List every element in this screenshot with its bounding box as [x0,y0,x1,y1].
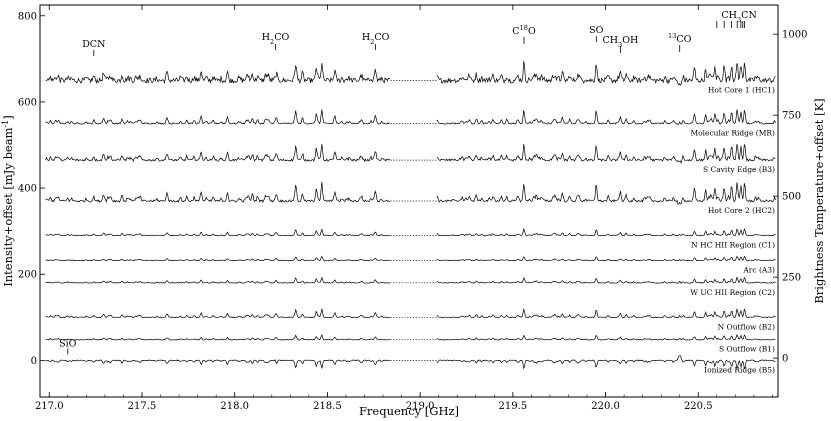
series-label: Hot Core 1 (HC1) [708,85,775,94]
series-line [45,276,391,284]
series-line [436,61,776,86]
series-label: Arc (A3) [742,265,775,274]
line-annotation: SO [589,25,604,36]
series-group: Ionized Ridge (B5) [45,355,776,374]
y-tick-label: 800 [18,11,37,22]
series-line [436,276,776,285]
plot-frame [39,4,779,398]
series-group: Molecular Ridge (MR) [45,109,776,138]
y2-tick-label: 1000 [782,30,807,41]
series-line [45,308,391,319]
series-line [436,227,776,237]
y-axis-title: Intensity+offset [mJy beam-1] [1,115,16,287]
series-line [436,355,776,370]
series-label: Hot Core 2 (HC2) [708,206,775,215]
series-line [436,255,776,262]
series-layer: Hot Core 1 (HC1) Molecular Ridge (MR) S Ca… [45,61,776,374]
y2-tick-label: 750 [782,111,801,122]
series-group: Hot Core 1 (HC1) [45,61,776,94]
x-tick-label: 217.5 [128,401,157,412]
x-tick-label: 218.5 [313,401,342,412]
x-axis-title: Frequency [GHz] [359,404,459,418]
y2-tick-label: 250 [782,273,801,284]
line-annotation: CH3OH [602,35,638,49]
line-annotation: DCN [82,39,105,50]
y-tick-label: 200 [18,270,37,281]
series-line [45,109,391,125]
series-line [436,182,776,205]
series-line [45,62,391,85]
series-line [436,307,776,319]
series-group: N HC HII Region (C1) [45,227,776,250]
series-group: S Cavity Edge (B3) [45,143,776,174]
y-axis-right-title: Brightness Temperature+offset [K] [812,98,826,303]
series-label: W UC HII Region (C2) [690,288,775,297]
series-label: N Outflow (B2) [718,322,775,331]
series-group: S Outflow (B1) [45,333,776,354]
series-line [45,333,390,341]
series-group: N Outflow (B2) [45,307,776,331]
x-tick-label: 218.0 [220,401,249,412]
series-group: Arc (A3) [45,255,776,274]
series-group: Hot Core 2 (HC2) [45,181,776,215]
series-line [45,228,391,237]
x-tick-label: 220.0 [591,401,620,412]
series-label: S Cavity Edge (B3) [703,165,775,174]
series-label: S Outflow (B1) [719,345,775,354]
series-group: W UC HII Region (C2) [45,276,776,297]
x-tick-label: 219.5 [499,401,528,412]
series-line [436,334,776,341]
line-annotation: SiO [59,338,77,349]
x-tick-label: 217.0 [35,401,64,412]
series-line [436,109,776,125]
y-tick-label: 0 [31,356,37,367]
line-annotation: 13CO [668,32,692,45]
series-line [45,143,391,163]
y2-tick-label: 500 [782,192,801,203]
x-tick-label: 219.0 [406,401,435,412]
line-annotation: CH3CN [721,10,756,24]
y-tick-label: 400 [18,184,37,195]
series-line [45,359,391,369]
series-line [45,255,391,262]
x-tick-label: 220.5 [684,401,713,412]
line-annotation: C18O [512,24,536,37]
line-annotation: H2CO [262,32,290,46]
series-line [436,144,776,164]
y-tick-label: 600 [18,97,37,108]
y2-tick-label: 0 [782,354,788,365]
axis-layer: 217.0 217.5 218.0 218.5 219.0 219.5 220.0 220.5… [18,5,807,412]
series-label: N HC HII Region (C1) [691,241,775,250]
line-annotation: H2CO [362,32,390,46]
series-label: Ionized Ridge (B5) [704,365,775,374]
series-line [45,181,391,203]
series-label: Molecular Ridge (MR) [690,129,775,138]
